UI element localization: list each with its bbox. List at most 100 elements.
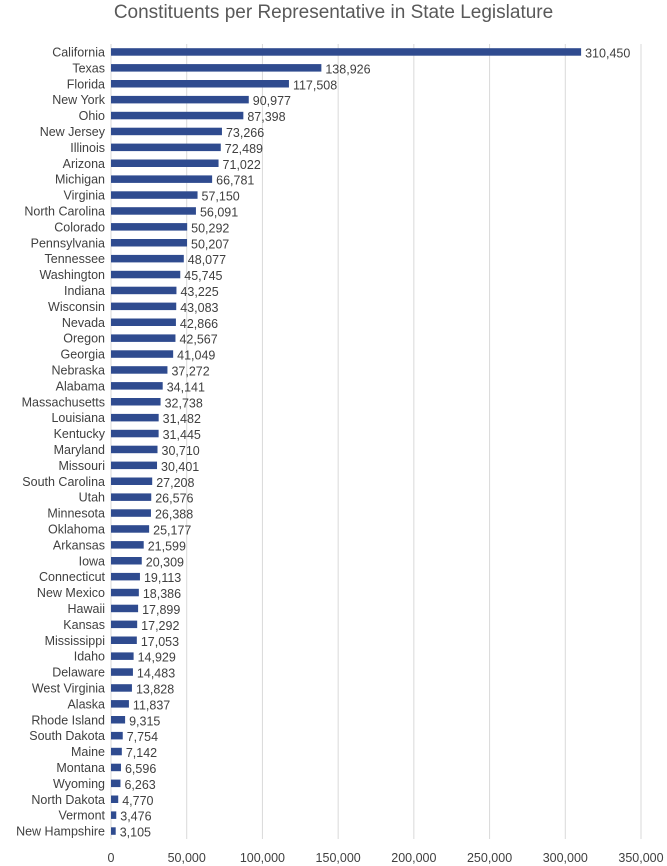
x-tick-label: 250,000 <box>467 851 512 865</box>
category-label: Indiana <box>64 284 105 298</box>
value-label: 7,754 <box>127 730 158 744</box>
bar <box>111 64 322 72</box>
value-label: 50,292 <box>191 221 229 235</box>
category-label: South Dakota <box>29 729 105 743</box>
category-label: Washington <box>39 268 105 282</box>
value-label: 50,207 <box>191 237 229 251</box>
category-label: Missouri <box>58 459 105 473</box>
category-label: Arizona <box>63 157 105 171</box>
category-label: Utah <box>79 491 105 505</box>
bar <box>111 795 119 803</box>
value-label: 26,576 <box>155 492 193 506</box>
value-label: 37,272 <box>171 364 209 378</box>
value-label: 3,476 <box>120 810 151 824</box>
value-label: 45,745 <box>184 269 222 283</box>
value-label: 42,866 <box>180 317 218 331</box>
x-tick-label: 100,000 <box>240 851 285 865</box>
value-label: 6,263 <box>124 778 155 792</box>
value-label: 13,828 <box>136 682 174 696</box>
value-label: 17,899 <box>142 603 180 617</box>
bar <box>111 334 176 342</box>
value-label: 43,225 <box>180 285 218 299</box>
category-label: Illinois <box>70 141 105 155</box>
value-label: 14,483 <box>137 667 175 681</box>
category-label: Maine <box>71 745 105 759</box>
category-label: California <box>52 45 105 59</box>
category-label: Maryland <box>54 443 105 457</box>
category-label: Louisiana <box>51 411 105 425</box>
bar <box>111 747 122 756</box>
category-label: Alabama <box>56 379 105 393</box>
category-label: Ohio <box>79 109 105 123</box>
bar <box>111 763 121 772</box>
x-tick-label: 0 <box>108 851 115 865</box>
category-label: Vermont <box>58 809 105 823</box>
category-label: Rhode Island <box>31 713 105 727</box>
x-tick-label: 50,000 <box>168 851 206 865</box>
bar <box>111 429 159 438</box>
value-label: 43,083 <box>180 301 218 315</box>
value-label: 19,113 <box>144 571 181 585</box>
bar <box>111 700 129 708</box>
x-tick-label: 200,000 <box>391 851 436 865</box>
category-label: Tennessee <box>45 252 106 266</box>
value-label: 48,077 <box>188 253 226 267</box>
value-label: 27,208 <box>156 476 194 490</box>
bar <box>111 191 198 199</box>
bar <box>111 239 188 247</box>
bar <box>111 223 188 231</box>
bar <box>111 668 133 676</box>
value-label: 18,386 <box>143 587 181 601</box>
bar <box>111 493 152 501</box>
category-label: West Virginia <box>32 681 105 695</box>
value-label: 11,837 <box>133 698 170 712</box>
bar <box>111 716 126 724</box>
bar <box>111 636 137 644</box>
category-label: Texas <box>72 61 105 75</box>
bar <box>111 779 121 788</box>
value-label: 17,292 <box>141 619 179 633</box>
category-label: Wyoming <box>53 777 105 791</box>
value-label: 25,177 <box>153 523 191 537</box>
value-label: 32,738 <box>165 396 203 410</box>
category-labels: California Texas Florida New York Ohio New Je… <box>16 45 106 838</box>
bar <box>111 80 289 88</box>
value-label: 56,091 <box>200 205 238 219</box>
category-label: Florida <box>67 77 105 91</box>
value-label: 9,315 <box>129 714 160 728</box>
category-label: Kentucky <box>54 427 106 441</box>
bar <box>111 111 244 120</box>
bar <box>111 620 138 629</box>
value-label: 57,150 <box>202 190 240 204</box>
category-label: Iowa <box>79 554 105 568</box>
value-label: 138,926 <box>325 62 370 76</box>
category-label: Virginia <box>64 189 106 203</box>
bar <box>111 604 139 613</box>
bar <box>111 684 132 692</box>
category-label: Alaska <box>67 697 105 711</box>
bar <box>111 731 123 740</box>
bar <box>111 509 151 517</box>
value-label: 31,482 <box>163 412 201 426</box>
category-label: North Dakota <box>31 793 105 807</box>
value-label: 34,141 <box>167 380 205 394</box>
value-label: 87,398 <box>247 110 285 124</box>
bar <box>111 286 177 295</box>
value-label: 30,710 <box>162 444 200 458</box>
category-label: Colorado <box>54 220 105 234</box>
value-label: 7,142 <box>126 746 157 760</box>
category-label: Delaware <box>52 666 105 680</box>
value-label: 31,445 <box>163 428 201 442</box>
category-label: Montana <box>56 761 105 775</box>
bar <box>111 175 213 183</box>
category-label: New Hampshire <box>16 825 105 839</box>
bar <box>111 382 163 390</box>
bar <box>111 827 116 835</box>
value-label: 73,266 <box>226 126 264 140</box>
value-label: 41,049 <box>177 349 215 363</box>
category-label: Arkansas <box>53 538 105 552</box>
x-tick-label: 300,000 <box>543 851 588 865</box>
category-label: North Carolina <box>24 204 105 218</box>
category-label: Oklahoma <box>48 522 105 536</box>
